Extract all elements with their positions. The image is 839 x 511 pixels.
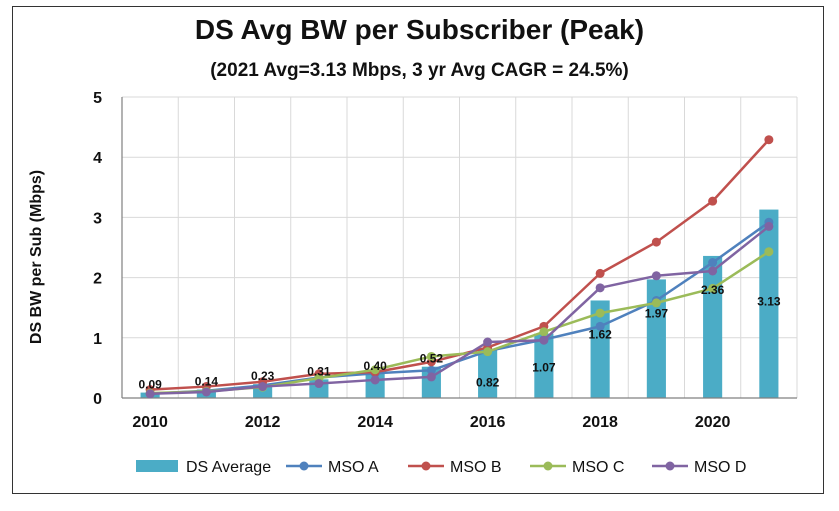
data-point — [539, 327, 549, 337]
data-point — [595, 268, 605, 278]
series-line — [150, 225, 770, 396]
y-tick-label: 3 — [93, 210, 102, 227]
bar-data-label: 0.14 — [195, 375, 219, 389]
bar-data-label: 2.36 — [701, 283, 725, 297]
bar-data-label: 1.07 — [532, 361, 556, 375]
bar — [534, 333, 554, 398]
y-tick-label: 1 — [93, 331, 102, 348]
data-point — [539, 335, 549, 345]
y-tick-label: 5 — [93, 90, 102, 107]
bar-data-label: 0.31 — [307, 364, 331, 378]
bar-data-label: 0.23 — [251, 369, 275, 383]
x-tick-label: 2018 — [582, 414, 618, 431]
bar — [478, 348, 498, 398]
data-point — [708, 196, 718, 206]
data-point — [764, 135, 774, 145]
legend-label: MSO B — [450, 459, 502, 476]
legend-label: MSO C — [572, 459, 624, 476]
bar — [759, 209, 779, 398]
data-point — [370, 365, 380, 375]
data-point — [370, 375, 380, 385]
data-point — [314, 379, 324, 389]
y-tick-label: 2 — [93, 271, 102, 288]
bar — [703, 255, 723, 398]
y-tick-label: 4 — [93, 150, 102, 167]
x-tick-label: 2010 — [132, 414, 168, 431]
data-point — [426, 351, 436, 361]
data-point — [708, 266, 718, 276]
data-point — [201, 387, 211, 397]
legend-label: DS Average — [186, 459, 271, 476]
data-point — [651, 298, 661, 308]
chart-frame — [12, 6, 824, 494]
data-point — [145, 389, 155, 399]
data-point — [651, 237, 661, 247]
bar-data-label: 0.09 — [138, 378, 162, 392]
bar-data-label: 0.52 — [420, 352, 444, 366]
x-tick-label: 2020 — [695, 414, 731, 431]
legend-label: MSO A — [328, 459, 379, 476]
legend-swatch-marker — [543, 461, 553, 471]
chart-subtitle: (2021 Avg=3.13 Mbps, 3 yr Avg CAGR = 24.… — [210, 60, 629, 81]
bar-data-label: 0.82 — [476, 376, 500, 390]
bar-data-label: 1.62 — [588, 327, 612, 341]
data-point — [426, 365, 436, 375]
legend-label: MSO D — [694, 459, 746, 476]
data-point — [595, 283, 605, 293]
x-tick-label: 2012 — [245, 414, 281, 431]
x-tick-label: 2016 — [470, 414, 506, 431]
data-point — [483, 347, 493, 357]
bar-data-label: 1.97 — [645, 306, 669, 320]
data-point — [764, 247, 774, 257]
legend-swatch-marker — [665, 461, 675, 471]
legend-swatch-marker — [299, 461, 309, 471]
y-tick-label: 0 — [93, 391, 102, 408]
bar — [646, 279, 666, 398]
data-point — [595, 308, 605, 318]
data-point — [483, 337, 493, 347]
data-point — [258, 382, 268, 392]
bar-data-label: 3.13 — [757, 295, 781, 309]
x-tick-label: 2014 — [357, 414, 393, 431]
data-point — [708, 283, 718, 293]
chart-title: DS Avg BW per Subscriber (Peak) — [194, 14, 645, 45]
data-point — [595, 321, 605, 331]
data-point — [764, 221, 774, 231]
data-point — [426, 372, 436, 382]
legend-swatch-marker — [421, 461, 431, 471]
bar-data-label: 0.40 — [363, 359, 387, 373]
legend-swatch-bar — [136, 460, 178, 472]
data-point — [651, 271, 661, 281]
data-point — [708, 258, 718, 268]
